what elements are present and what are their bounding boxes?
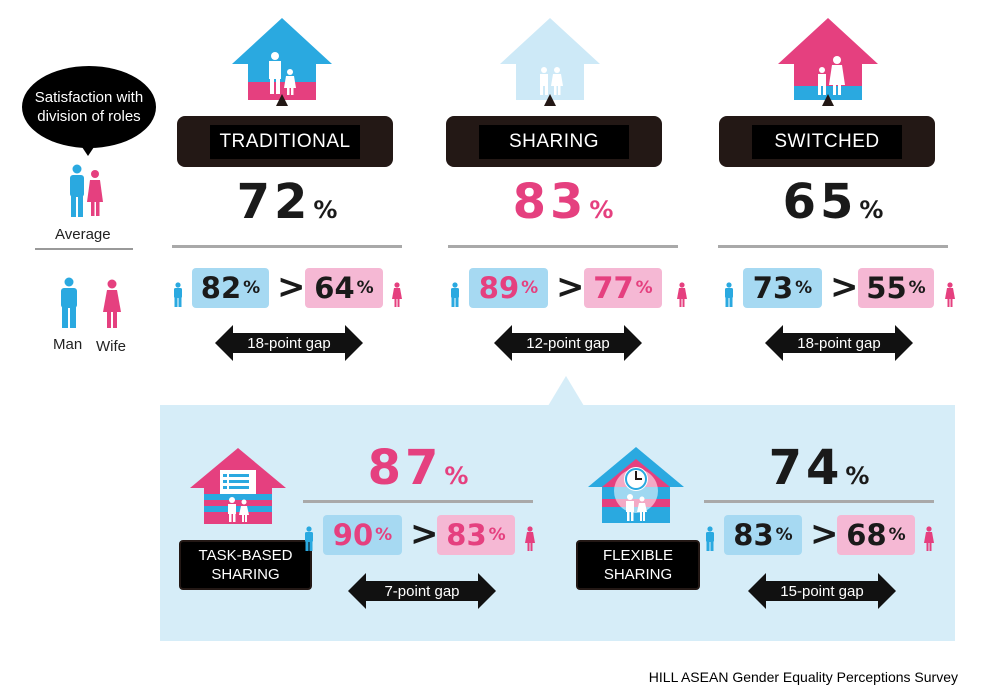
greater-than-sign: > bbox=[830, 267, 859, 307]
flexible-man-value: 83% bbox=[724, 515, 802, 555]
task-based-label-line2: SHARING bbox=[211, 566, 280, 583]
sharing-house-icon bbox=[500, 18, 600, 106]
satisfaction-bubble: Satisfaction with division of roles bbox=[22, 66, 156, 148]
traditional-label-box: TRADITIONAL bbox=[177, 116, 393, 167]
average-couple-icon bbox=[70, 164, 103, 217]
value: 83 bbox=[733, 518, 774, 552]
value: 89 bbox=[478, 271, 520, 305]
average-label: Average bbox=[55, 226, 111, 243]
task-based-gap-label: 7-point gap bbox=[384, 583, 460, 600]
traditional-average-value: 72% bbox=[236, 174, 338, 230]
traditional-man-value: 82% bbox=[192, 268, 269, 308]
man-small-icon bbox=[174, 282, 182, 307]
traditional-house-icon bbox=[232, 18, 332, 106]
wife-small-icon bbox=[677, 282, 687, 307]
task-based-label: TASK-BASED SHARING bbox=[179, 540, 312, 590]
wife-label: Wife bbox=[96, 338, 126, 355]
panel-pointer bbox=[548, 376, 584, 406]
greater-than-sign: > bbox=[556, 267, 585, 307]
legend-divider bbox=[35, 248, 133, 250]
man-label: Man bbox=[53, 336, 83, 353]
value: 82 bbox=[200, 271, 242, 305]
switched-gap-label: 18-point gap bbox=[797, 335, 881, 352]
traditional-wife-value: 64% bbox=[305, 268, 383, 308]
value: 83 bbox=[512, 174, 588, 230]
sharing-wife-value: 77% bbox=[584, 268, 662, 308]
task-based-rule bbox=[303, 500, 533, 503]
traditional-gap-arrow bbox=[215, 325, 363, 361]
value: 77 bbox=[593, 271, 634, 305]
switched-man-value: 73% bbox=[743, 268, 822, 308]
greater-than-sign: > bbox=[277, 267, 306, 307]
bubble-tail bbox=[80, 144, 96, 156]
switched-rule bbox=[718, 245, 948, 248]
wife-small-icon bbox=[525, 526, 535, 551]
task-based-gap-arrow bbox=[348, 573, 496, 609]
flexible-label: FLEXIBLE SHARING bbox=[576, 540, 700, 590]
switched-wife-value: 55% bbox=[858, 268, 934, 308]
value: 87 bbox=[367, 440, 443, 496]
sharing-man-value: 89% bbox=[469, 268, 548, 308]
flexible-gap-label: 15-point gap bbox=[780, 583, 864, 600]
value: 73 bbox=[752, 271, 794, 305]
flexible-gap-arrow bbox=[748, 573, 896, 609]
value: 90 bbox=[332, 518, 374, 552]
task-based-label-line1: TASK-BASED bbox=[198, 547, 293, 564]
value: 72 bbox=[236, 174, 312, 230]
flexible-label-line1: FLEXIBLE bbox=[602, 547, 674, 564]
wife-small-icon bbox=[924, 526, 934, 551]
traditional-rule bbox=[172, 245, 402, 248]
flexible-rule bbox=[704, 500, 934, 503]
sharing-gap-label: 12-point gap bbox=[526, 335, 610, 352]
sharing-breakdown-panel bbox=[160, 405, 955, 641]
switched-gap-arrow bbox=[765, 325, 913, 361]
switched-label-box: SWITCHED bbox=[719, 116, 935, 167]
value: 74 bbox=[768, 440, 844, 496]
man-small-icon bbox=[725, 282, 733, 307]
sharing-gap-arrow bbox=[494, 325, 642, 361]
sharing-label: SHARING bbox=[479, 124, 629, 159]
man-small-icon bbox=[305, 526, 313, 551]
traditional-label: TRADITIONAL bbox=[210, 124, 360, 159]
source-note: HILL ASEAN Gender Equality Perceptions S… bbox=[648, 669, 958, 685]
task-based-man-value: 90% bbox=[323, 515, 402, 555]
switched-average-value: 65% bbox=[782, 174, 884, 230]
task-based-wife-value: 83% bbox=[437, 515, 515, 555]
wife-icon bbox=[87, 170, 103, 216]
sharing-label-box: SHARING bbox=[446, 116, 662, 167]
task-based-average-value: 87% bbox=[367, 440, 469, 496]
sharing-average-value: 83% bbox=[512, 174, 614, 230]
switched-house-icon bbox=[778, 18, 878, 106]
flexible-average-value: 74% bbox=[768, 440, 870, 496]
flexible-house-icon bbox=[588, 447, 684, 523]
value: 65 bbox=[782, 174, 858, 230]
task-based-house-icon bbox=[190, 448, 286, 524]
value: 83 bbox=[446, 518, 487, 552]
value: 64 bbox=[314, 271, 355, 305]
man-legend-icon bbox=[61, 277, 77, 328]
sharing-rule bbox=[448, 245, 678, 248]
man-icon bbox=[70, 164, 84, 217]
flexible-label-line2: SHARING bbox=[603, 566, 673, 583]
greater-than-sign: > bbox=[810, 514, 839, 554]
value: 55 bbox=[866, 271, 907, 305]
bubble-text: Satisfaction with division of roles bbox=[34, 89, 144, 125]
wife-legend-icon bbox=[103, 279, 121, 328]
man-small-icon bbox=[706, 526, 714, 551]
value: 68 bbox=[846, 518, 887, 552]
wife-small-icon bbox=[945, 282, 955, 307]
man-small-icon bbox=[451, 282, 459, 307]
flexible-wife-value: 68% bbox=[837, 515, 915, 555]
wife-small-icon bbox=[392, 282, 402, 307]
greater-than-sign: > bbox=[410, 514, 439, 554]
traditional-gap-label: 18-point gap bbox=[247, 335, 331, 352]
switched-label: SWITCHED bbox=[752, 124, 902, 159]
